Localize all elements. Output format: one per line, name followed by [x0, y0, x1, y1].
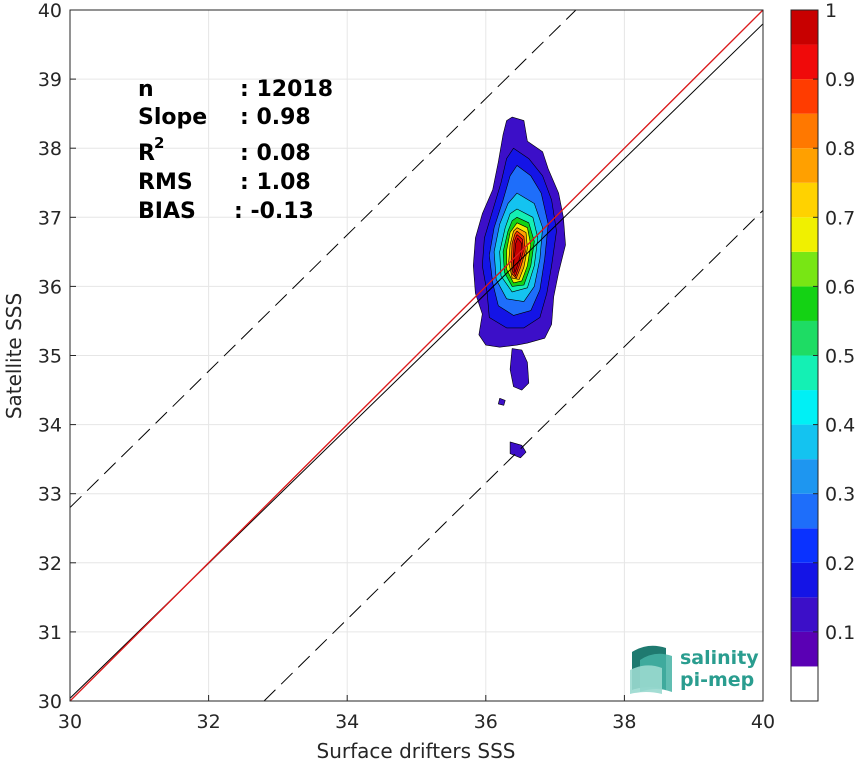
colorbar-tick-label: 0.7	[825, 207, 855, 229]
lower-offset-line	[263, 210, 763, 701]
y-tick-label: 31	[38, 622, 62, 644]
colorbar-segment	[791, 424, 818, 460]
logo-text-pi-mep: pi-mep	[680, 669, 754, 691]
colorbar-segment	[791, 355, 818, 391]
colorbar-tick-label: 0.3	[825, 484, 855, 506]
y-tick-label: 34	[38, 415, 62, 437]
colorbar-segment	[791, 459, 818, 494]
y-tick-label: 37	[38, 207, 62, 229]
y-tick-label: 39	[38, 69, 62, 91]
stat-n-label: n	[138, 77, 154, 102]
y-tick-label: 32	[38, 553, 62, 575]
stats-box: n : 12018 Slope : 0.98 R 2 : 0.08 RMS : …	[138, 77, 333, 224]
colorbar-segment	[791, 666, 818, 701]
x-axis-label: Surface drifters SSS	[317, 739, 516, 763]
x-tick-label: 30	[58, 711, 82, 733]
colorbar-segment	[791, 10, 818, 45]
colorbar-segment	[791, 44, 818, 80]
y-tick-label: 35	[38, 346, 62, 368]
colorbar-segment	[791, 390, 818, 425]
colorbar-tick-label: 0.8	[825, 138, 855, 160]
colorbar-segment	[791, 528, 818, 563]
colorbar-segment	[791, 113, 818, 149]
fit-line	[70, 10, 763, 701]
density-contour	[498, 398, 506, 406]
logo-text-salinity: salinity	[680, 647, 759, 669]
density-contour	[509, 441, 527, 459]
colorbar-segment	[791, 493, 818, 529]
reference-lines	[70, 10, 763, 701]
stat-r2-label: R	[138, 141, 155, 166]
colorbar-tick-label: 0.2	[825, 553, 855, 575]
stat-bias-value: : -0.13	[234, 199, 314, 224]
colorbar-tick-label: 0.4	[825, 415, 855, 437]
colorbar-tick-label: 0.1	[825, 622, 855, 644]
colorbar-segment	[791, 631, 818, 667]
colorbar	[791, 10, 818, 701]
stat-slope-value: : 0.98	[240, 105, 311, 130]
x-tick-label: 38	[612, 711, 636, 733]
x-tick-label: 36	[474, 711, 498, 733]
stat-slope-label: Slope	[138, 105, 207, 130]
colorbar-segment	[791, 148, 818, 183]
stat-bias-label: BIAS	[138, 199, 196, 224]
colorbar-tick-label: 0.9	[825, 69, 855, 91]
salinity-pi-mep-logo: salinity pi-mep	[630, 645, 759, 694]
colorbar-segment	[791, 217, 818, 252]
colorbar-tick-label: 0.6	[825, 276, 855, 298]
x-tick-label: 32	[197, 711, 221, 733]
y-tick-label: 30	[38, 691, 62, 713]
logo-waves-icon	[630, 645, 672, 694]
colorbar-segment	[791, 251, 818, 287]
y-tick-label: 36	[38, 276, 62, 298]
colorbar-segment	[791, 286, 818, 321]
density-contour	[509, 348, 530, 391]
colorbar-ticks: 0.1 0.2 0.3 0.4 0.5 0.6 0.7 0.8 0.9 1	[813, 0, 855, 644]
colorbar-segment	[791, 182, 818, 218]
y-axis-label: Satellite SSS	[2, 293, 26, 419]
colorbar-segment	[791, 320, 818, 356]
stat-n-value: : 12018	[240, 77, 333, 102]
y-axis-ticks: 30 31 32 33 34 35 36 37 38 39 40	[38, 0, 76, 713]
colorbar-segment	[791, 597, 818, 632]
colorbar-segment	[791, 562, 818, 598]
x-axis-ticks: 30 32 34 36 38 40	[58, 695, 775, 733]
stat-r2-sup: 2	[154, 134, 164, 152]
colorbar-tick-label: 1	[825, 0, 837, 22]
y-tick-label: 38	[38, 138, 62, 160]
grid-lines	[69, 9, 764, 702]
upper-offset-line	[70, 10, 577, 508]
colorbar-segment	[791, 79, 818, 114]
x-tick-label: 40	[751, 711, 775, 733]
stat-r2-value: : 0.08	[240, 141, 311, 166]
y-tick-label: 33	[38, 484, 62, 506]
x-tick-label: 34	[335, 711, 359, 733]
stat-rms-value: : 1.08	[240, 170, 311, 195]
stat-rms-label: RMS	[138, 170, 193, 195]
y-tick-label: 40	[38, 0, 62, 22]
colorbar-tick-label: 0.5	[825, 346, 855, 368]
